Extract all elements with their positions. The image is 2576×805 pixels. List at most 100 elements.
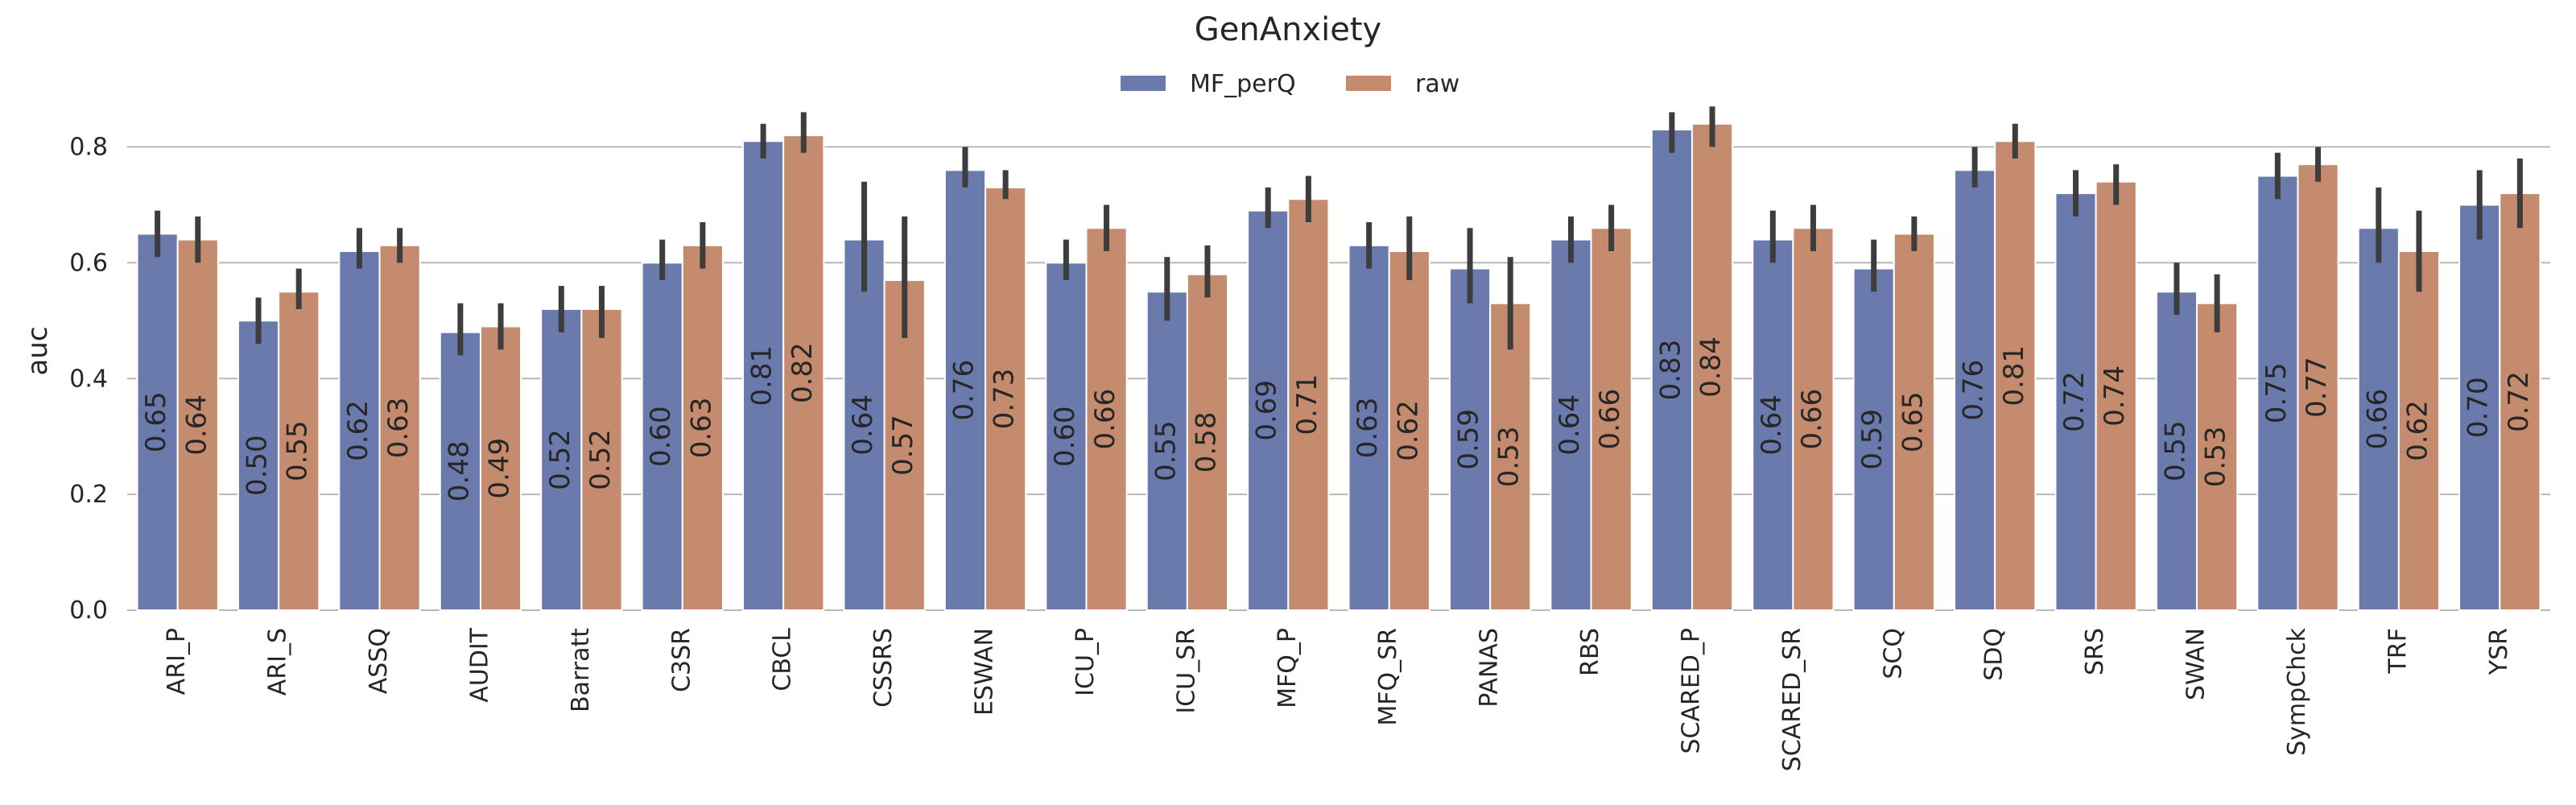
bar-label-raw-YSR: 0.72: [2503, 371, 2535, 432]
x-tick-label: ICU_P: [1071, 628, 1100, 696]
x-tick-label: PANAS: [1476, 628, 1504, 708]
bar-raw-AUDIT: [479, 325, 522, 611]
bar-MF_perQ-ESWAN: [943, 169, 987, 611]
bar-MF_perQ-AUDIT: [439, 331, 481, 611]
bar-MF_perQ-ICU_P: [1045, 262, 1088, 611]
bar-label-MF_perQ-ESWAN: 0.76: [947, 360, 980, 421]
bar-raw-PANAS: [1489, 302, 1532, 611]
bar-label-raw-SCARED_P: 0.84: [1695, 336, 1728, 398]
bar-label-raw-ESWAN: 0.73: [989, 369, 1021, 430]
bar-label-MF_perQ-ARI_S: 0.50: [242, 435, 274, 496]
bar-label-MF_perQ-SympChck: 0.75: [2260, 362, 2293, 423]
bar-label-raw-PANAS: 0.53: [1493, 427, 1525, 488]
bar-label-raw-SWAN: 0.53: [2200, 427, 2232, 488]
x-tick-label: CBCL: [769, 628, 797, 691]
bar-value-labels: 0.65 0.640.50 0.55 0.62 0.630.48 0.49 0.52 0.52…: [140, 336, 2535, 502]
bar-label-raw-Barratt: 0.52: [584, 429, 617, 490]
x-tick-label: Barratt: [567, 628, 595, 712]
bar-label-MF_perQ-C3SR: 0.60: [645, 406, 677, 467]
bar-label-raw-MFQ_SR: 0.62: [1392, 400, 1424, 461]
bar-label-MF_perQ-CSSRS: 0.64: [847, 394, 879, 456]
y-tick-label: 0.8: [69, 134, 108, 162]
bar-MF_perQ-MFQ_SR: [1348, 244, 1390, 611]
bar-MF_perQ-SRS: [2054, 192, 2097, 612]
bar-raw-Barratt: [580, 308, 623, 611]
x-tick-label: SCARED_P: [1677, 628, 1705, 754]
bar-label-MF_perQ-TRF: 0.66: [2361, 389, 2393, 450]
bar-raw-ICU_SR: [1186, 273, 1229, 611]
bar-label-MF_perQ-RBS: 0.64: [1554, 394, 1586, 456]
bar-label-MF_perQ-MFQ_SR: 0.63: [1352, 398, 1384, 459]
bar-label-raw-TRF: 0.62: [2401, 400, 2434, 461]
bar-label-raw-SDQ: 0.81: [1998, 345, 2030, 407]
gridlines: [127, 146, 2550, 611]
bar-label-raw-ICU_P: 0.66: [1089, 389, 1121, 450]
x-tick-label: RBS: [1576, 628, 1604, 676]
legend-label-raw: raw: [1415, 70, 1459, 98]
bar-label-MF_perQ-CBCL: 0.81: [746, 345, 778, 407]
error-bars: [155, 106, 2523, 356]
x-tick-label: ARI_P: [163, 628, 191, 695]
x-tick-label: YSR: [2485, 628, 2513, 675]
x-tick-label: SCQ: [1879, 628, 1907, 679]
x-tick-label: AUDIT: [465, 627, 493, 702]
bar-label-raw-SCQ: 0.65: [1897, 391, 1929, 452]
bar-raw-C3SR: [681, 244, 724, 611]
bar-label-MF_perQ-SCARED_SR: 0.64: [1756, 394, 1788, 456]
x-tick-label: SDQ: [1980, 628, 2008, 681]
bar-raw-SCQ: [1893, 233, 1935, 611]
bar-MF_perQ-CSSRS: [843, 238, 886, 611]
x-tick-label: ASSQ: [365, 628, 393, 694]
bar-label-raw-ARI_S: 0.55: [282, 420, 314, 481]
legend: MF_perQ raw: [1121, 70, 1459, 98]
bar-label-MF_perQ-AUDIT: 0.48: [443, 441, 475, 502]
bar-raw-ICU_P: [1085, 227, 1128, 611]
bar-raw-SCARED_SR: [1792, 227, 1835, 611]
bar-raw-MFQ_SR: [1388, 250, 1430, 611]
bar-label-raw-RBS: 0.66: [1594, 389, 1626, 450]
bar-raw-YSR: [2499, 192, 2541, 612]
bar-label-MF_perQ-SWAN: 0.55: [2159, 420, 2191, 481]
bar-label-MF_perQ-PANAS: 0.59: [1453, 409, 1485, 470]
bars: [136, 122, 2541, 612]
bar-raw-SCARED_P: [1690, 122, 1734, 612]
bar-MF_perQ-SCQ: [1852, 267, 1895, 611]
bar-raw-MFQ_P: [1287, 198, 1330, 611]
bar-MF_perQ-YSR: [2458, 204, 2501, 612]
bar-label-raw-ASSQ: 0.63: [382, 398, 415, 459]
bar-raw-TRF: [2397, 250, 2441, 611]
bar-label-MF_perQ-YSR: 0.70: [2462, 377, 2495, 438]
bar-raw-ARI_P: [176, 238, 219, 611]
legend-swatch-raw: [1346, 76, 1391, 91]
bar-label-MF_perQ-SRS: 0.72: [2058, 371, 2091, 432]
bar-MF_perQ-MFQ_P: [1247, 209, 1290, 611]
bar-label-raw-ARI_P: 0.64: [180, 394, 213, 456]
y-tick-label: 0.4: [69, 365, 108, 393]
x-tick-label: MFQ_P: [1274, 628, 1302, 708]
x-axis: ARI_P ARI_S ASSQ AUDIT Barratt C3SR CBCL CSSRS E…: [163, 627, 2513, 771]
bar-label-MF_perQ-SCQ: 0.59: [1856, 409, 1889, 470]
bar-label-raw-SympChck: 0.77: [2301, 357, 2333, 418]
y-tick-label: 0.2: [69, 481, 108, 509]
bar-raw-ESWAN: [985, 186, 1027, 612]
x-tick-label: ARI_S: [264, 628, 292, 696]
bar-label-raw-ICU_SR: 0.58: [1190, 412, 1222, 473]
bar-label-raw-CSSRS: 0.57: [887, 415, 919, 476]
bar-label-MF_perQ-MFQ_P: 0.69: [1251, 380, 1283, 441]
legend-swatch-MF_perQ: [1121, 76, 1166, 91]
bar-MF_perQ-PANAS: [1448, 267, 1492, 611]
x-tick-label: SWAN: [2182, 628, 2211, 700]
bar-label-MF_perQ-Barratt: 0.52: [544, 429, 576, 490]
x-tick-label: C3SR: [667, 628, 696, 692]
x-tick-label: ESWAN: [971, 628, 999, 716]
bar-raw-CBCL: [782, 134, 825, 611]
bar-MF_perQ-ARI_P: [136, 233, 179, 611]
x-tick-label: TRF: [2384, 628, 2412, 674]
bar-MF_perQ-Barratt: [540, 308, 583, 611]
y-tick-label: 0.0: [69, 597, 108, 625]
bar-MF_perQ-ICU_SR: [1146, 291, 1188, 611]
bar-label-raw-SCARED_SR: 0.66: [1796, 389, 1828, 450]
bar-raw-RBS: [1590, 227, 1633, 611]
bar-label-MF_perQ-SCARED_P: 0.83: [1654, 340, 1686, 401]
